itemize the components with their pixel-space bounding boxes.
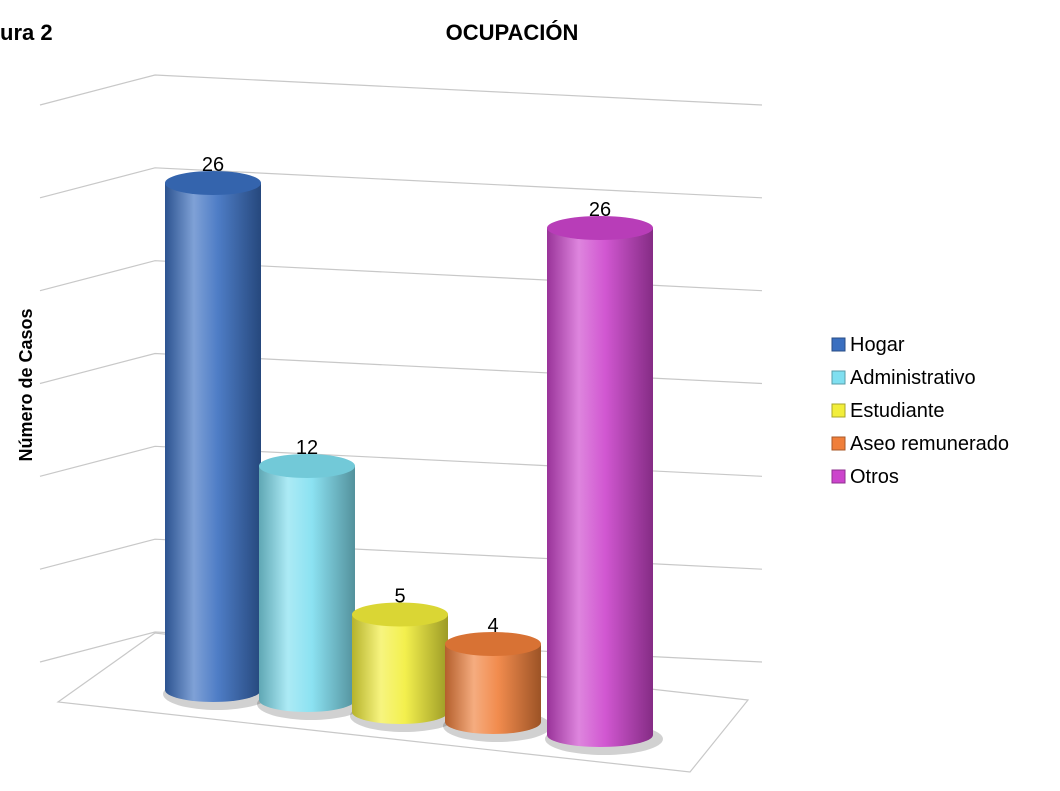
- bar: [547, 228, 653, 747]
- bar: [352, 614, 448, 724]
- bar: [445, 644, 541, 734]
- floor: [56, 632, 750, 773]
- bar-top: [165, 171, 261, 195]
- grid-line: [39, 74, 763, 106]
- grid-line: [39, 445, 763, 477]
- data-label: 26: [202, 154, 224, 176]
- legend-label: Aseo remunerado: [850, 433, 1009, 455]
- legend-label: Hogar: [850, 334, 905, 356]
- legend-swatch: [831, 370, 846, 385]
- legend-label: Estudiante: [850, 400, 945, 422]
- bar: [259, 466, 355, 712]
- figure-label: ura 2: [0, 20, 53, 45]
- bar-top: [259, 454, 355, 478]
- grid-line: [39, 167, 763, 199]
- chart-title: OCUPACIÓN: [446, 20, 579, 45]
- bar-top: [352, 602, 448, 627]
- data-label: 5: [394, 586, 405, 608]
- bar-top: [547, 216, 653, 240]
- grid-line: [39, 260, 763, 292]
- data-label: 4: [487, 615, 498, 637]
- grid-line: [39, 352, 763, 385]
- bar: [165, 183, 261, 702]
- bar-top: [445, 632, 541, 656]
- legend-swatch: [831, 403, 846, 418]
- legend-swatch: [831, 436, 846, 451]
- grid-line: [39, 538, 763, 570]
- data-label: 12: [296, 437, 318, 459]
- legend-label: Otros: [850, 466, 899, 488]
- legend-swatch: [831, 337, 846, 352]
- legend-label: Administrativo: [850, 367, 976, 389]
- data-label: 26: [589, 199, 611, 221]
- y-axis-label: Número de Casos: [16, 308, 36, 461]
- legend-swatch: [831, 469, 846, 484]
